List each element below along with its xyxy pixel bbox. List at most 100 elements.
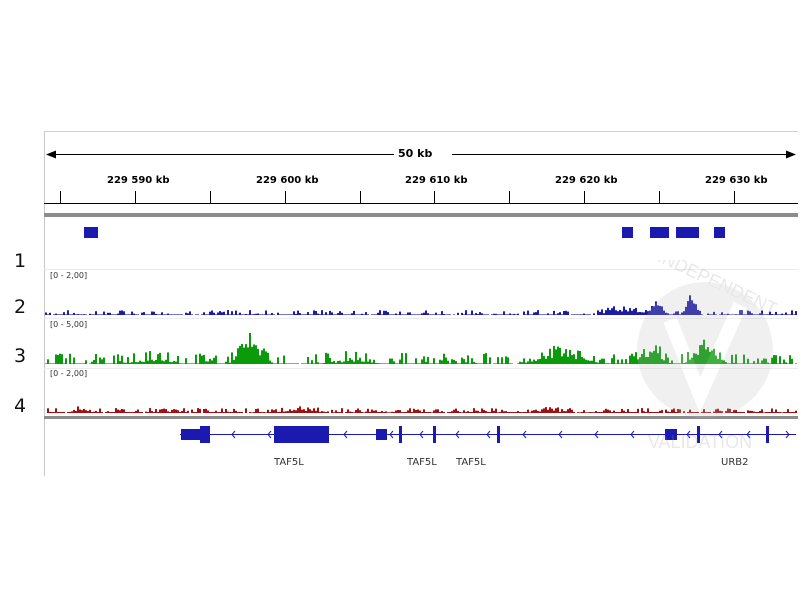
coverage-bar	[783, 412, 785, 413]
coverage-bar	[405, 314, 407, 315]
coverage-bar	[741, 363, 743, 364]
coverage-bar	[727, 313, 729, 315]
coverage-bar	[273, 314, 275, 315]
coverage-bar	[545, 358, 547, 364]
coverage-bar	[205, 408, 207, 413]
coverage-bar	[331, 312, 333, 315]
coverage-bar	[585, 359, 587, 364]
coverage-bar	[167, 313, 169, 315]
coverage-bar	[121, 310, 123, 315]
coverage-bar	[343, 314, 345, 315]
coverage-bar	[743, 314, 745, 315]
coverage-bar	[727, 408, 729, 413]
coverage-bar	[359, 357, 361, 364]
coverage-bar	[641, 354, 643, 364]
coverage-bar	[375, 314, 377, 315]
coverage-bar	[199, 353, 201, 364]
coverage-bar	[249, 412, 251, 413]
coverage-bar	[749, 311, 751, 315]
coverage-bar	[197, 314, 199, 315]
coverage-bar	[739, 412, 741, 413]
coverage-bar	[339, 412, 341, 413]
coverage-bar	[359, 410, 361, 413]
coverage-bar	[413, 363, 415, 364]
coverage-bar	[729, 408, 731, 413]
coverage-bar	[425, 412, 427, 413]
coverage-bar	[331, 409, 333, 413]
coverage-bar	[261, 350, 263, 364]
coverage-bar	[73, 357, 75, 364]
coverage-bar	[687, 352, 689, 364]
coverage-bar	[635, 352, 637, 364]
coverage-bar	[323, 314, 325, 315]
coverage-bar	[133, 353, 135, 364]
coverage-bar	[285, 314, 287, 315]
coverage-bar	[77, 406, 79, 413]
coverage-bar	[753, 314, 755, 315]
gene-label: TAF5L	[274, 457, 304, 468]
coverage-bar	[285, 411, 287, 413]
coverage-bar	[689, 295, 691, 315]
coverage-bar	[555, 349, 557, 364]
coverage-bar	[539, 411, 541, 413]
coverage-bar	[583, 358, 585, 364]
coverage-bar	[175, 314, 177, 315]
coverage-bar	[427, 313, 429, 315]
coverage-bar	[311, 314, 313, 315]
coverage-bar	[291, 314, 293, 315]
coverage-bar	[587, 314, 589, 315]
coverage-bar	[397, 314, 399, 315]
coverage-bar	[613, 306, 615, 315]
coverage-bar	[179, 363, 181, 364]
coverage-bar	[765, 358, 767, 364]
coverage-bar	[475, 363, 477, 364]
coverage-bar	[623, 363, 625, 364]
coverage-bar	[149, 408, 151, 413]
coverage-bar	[273, 363, 275, 364]
coverage-bar	[529, 358, 531, 364]
coverage-bar	[291, 410, 293, 413]
coverage-bar	[673, 313, 675, 315]
coverage-bar	[607, 409, 609, 413]
coverage-bar	[417, 409, 419, 413]
coverage-bar	[489, 357, 491, 364]
coverage-bar	[587, 412, 589, 413]
coverage-bar	[485, 411, 487, 413]
coverage-bar	[617, 311, 619, 315]
coverage-bar	[139, 412, 141, 413]
coverage-bar	[291, 363, 293, 364]
coverage-bar	[345, 351, 347, 364]
coverage-bar	[115, 363, 117, 364]
coverage-bar	[371, 314, 373, 315]
coverage-bar	[471, 412, 473, 413]
coverage-bar	[669, 412, 671, 413]
coverage-bar	[209, 311, 211, 315]
coverage-bar	[363, 361, 365, 364]
coverage-bar	[321, 411, 323, 413]
coverage-bar	[91, 314, 93, 315]
coverage-bar	[749, 363, 751, 364]
coverage-bar	[449, 363, 451, 364]
coverage-bar	[379, 412, 381, 413]
coverage-bar	[595, 411, 597, 413]
coverage-bar	[593, 313, 595, 315]
coverage-bar	[301, 314, 303, 315]
coverage-bar	[281, 363, 283, 364]
coverage-bar	[577, 350, 579, 364]
coverage-bar	[465, 362, 467, 364]
coverage-bar	[615, 363, 617, 364]
coverage-bar	[389, 314, 391, 315]
coverage-bar	[137, 362, 139, 364]
coverage-bar	[185, 358, 187, 364]
coverage-bar	[135, 410, 137, 413]
coverage-bar	[423, 356, 425, 364]
coverage-bar	[231, 352, 233, 364]
coverage-bar	[393, 361, 395, 364]
coverage-bar	[487, 314, 489, 315]
coverage-bar	[465, 310, 467, 315]
ruler-tick-label: 229 610 kb	[405, 175, 468, 186]
coverage-bar	[369, 359, 371, 364]
coverage-bar	[473, 408, 475, 413]
coverage-bar	[185, 312, 187, 315]
coverage-bar	[171, 409, 173, 413]
